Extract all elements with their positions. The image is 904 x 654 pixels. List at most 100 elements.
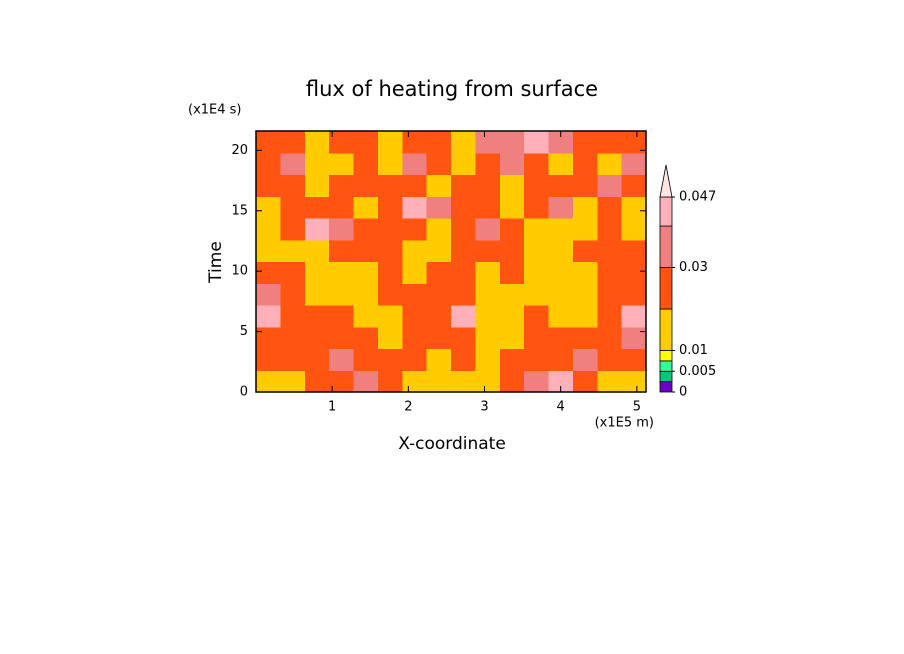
contour-cell xyxy=(377,218,403,241)
contour-cell xyxy=(256,152,281,176)
contour-cell xyxy=(280,196,306,219)
contour-cell xyxy=(572,239,598,263)
x-axis-label: X-coordinate xyxy=(398,434,506,454)
contour-cell xyxy=(621,196,647,219)
contour-cell xyxy=(353,239,379,263)
contour-cell xyxy=(548,370,574,393)
contour-cell xyxy=(475,370,501,393)
colorbar-tick-label: 0.047 xyxy=(679,190,716,205)
colorbar-segment xyxy=(659,225,673,268)
contour-cell xyxy=(304,239,330,263)
contour-cell xyxy=(280,348,306,371)
contour-cell xyxy=(256,131,281,154)
contour-cell xyxy=(499,348,525,371)
contour-cell xyxy=(524,152,550,176)
contour-cell xyxy=(475,131,501,154)
contour-cell xyxy=(377,283,403,306)
contour-cell xyxy=(597,348,623,371)
contour-cell xyxy=(353,131,379,154)
contour-cell xyxy=(451,196,476,219)
colorbar-tick-label: 0.005 xyxy=(679,364,716,379)
contour-cell xyxy=(329,326,355,350)
contour-cell xyxy=(597,152,623,176)
contour-cell xyxy=(548,152,574,176)
contour-cell xyxy=(304,370,330,393)
y-axis-label: Time xyxy=(206,241,226,284)
contour-cell xyxy=(426,370,452,393)
y-tick-label: 20 xyxy=(231,143,248,158)
contour-cell xyxy=(304,218,330,241)
contour-cell xyxy=(524,131,550,154)
colorbar-extension xyxy=(659,164,673,198)
plot-frame xyxy=(255,130,647,393)
y-tick-label: 0 xyxy=(240,385,248,400)
contour-cell xyxy=(597,370,623,393)
contour-cell xyxy=(426,305,452,328)
contour-cell xyxy=(402,239,428,263)
contour-cell xyxy=(377,131,403,154)
contour-cell xyxy=(280,261,306,284)
contour-cell xyxy=(621,305,647,328)
contour-cell xyxy=(256,239,281,263)
contour-cell xyxy=(329,239,355,263)
contour-cell xyxy=(280,326,306,350)
contour-cell xyxy=(280,131,306,154)
contour-cell xyxy=(353,152,379,176)
contour-cell xyxy=(621,370,647,393)
contour-cell xyxy=(329,218,355,241)
colorbar-segment xyxy=(659,308,673,351)
contour-cell xyxy=(304,261,330,284)
contour-cell xyxy=(256,305,281,328)
contour-cell xyxy=(548,196,574,219)
contour-cell xyxy=(621,348,647,371)
contour-cell xyxy=(548,174,574,197)
contour-cell xyxy=(499,174,525,197)
contour-cell xyxy=(426,196,452,219)
contour-cell xyxy=(475,348,501,371)
contour-cell xyxy=(402,152,428,176)
contour-field xyxy=(256,131,647,393)
contour-cell xyxy=(426,326,452,350)
colorbar-tick-label: 0 xyxy=(679,385,687,400)
contour-cell xyxy=(402,348,428,371)
contour-cell xyxy=(597,239,623,263)
contour-cell xyxy=(475,196,501,219)
contour-cell xyxy=(621,239,647,263)
contour-cell xyxy=(499,283,525,306)
x-tick-label: 1 xyxy=(328,400,336,415)
contour-cell xyxy=(597,196,623,219)
contour-cell xyxy=(280,218,306,241)
contour-cell xyxy=(304,196,330,219)
contour-cell xyxy=(524,196,550,219)
contour-cell xyxy=(402,370,428,393)
contour-cell xyxy=(451,305,476,328)
contour-cell xyxy=(451,261,476,284)
contour-cell xyxy=(572,218,598,241)
contour-cell xyxy=(304,152,330,176)
contour-cell xyxy=(377,305,403,328)
contour-cell xyxy=(426,174,452,197)
y-unit: (x1E4 s) xyxy=(188,103,242,118)
contour-cell xyxy=(499,218,525,241)
contour-cell xyxy=(621,326,647,350)
contour-cell xyxy=(524,218,550,241)
contour-cell xyxy=(426,283,452,306)
contour-cell xyxy=(548,348,574,371)
contour-cell xyxy=(304,348,330,371)
contour-cell xyxy=(572,261,598,284)
contour-cell xyxy=(402,174,428,197)
contour-cell xyxy=(621,131,647,154)
contour-cell xyxy=(353,196,379,219)
contour-cell xyxy=(377,174,403,197)
contour-cell xyxy=(475,218,501,241)
contour-cell xyxy=(597,261,623,284)
contour-cell xyxy=(524,348,550,371)
contour-cell xyxy=(524,174,550,197)
contour-cell xyxy=(426,218,452,241)
contour-cell xyxy=(256,326,281,350)
x-tick-label: 2 xyxy=(404,400,412,415)
contour-cell xyxy=(377,196,403,219)
contour-cell xyxy=(451,370,476,393)
contour-cell xyxy=(402,283,428,306)
contour-cell xyxy=(597,218,623,241)
